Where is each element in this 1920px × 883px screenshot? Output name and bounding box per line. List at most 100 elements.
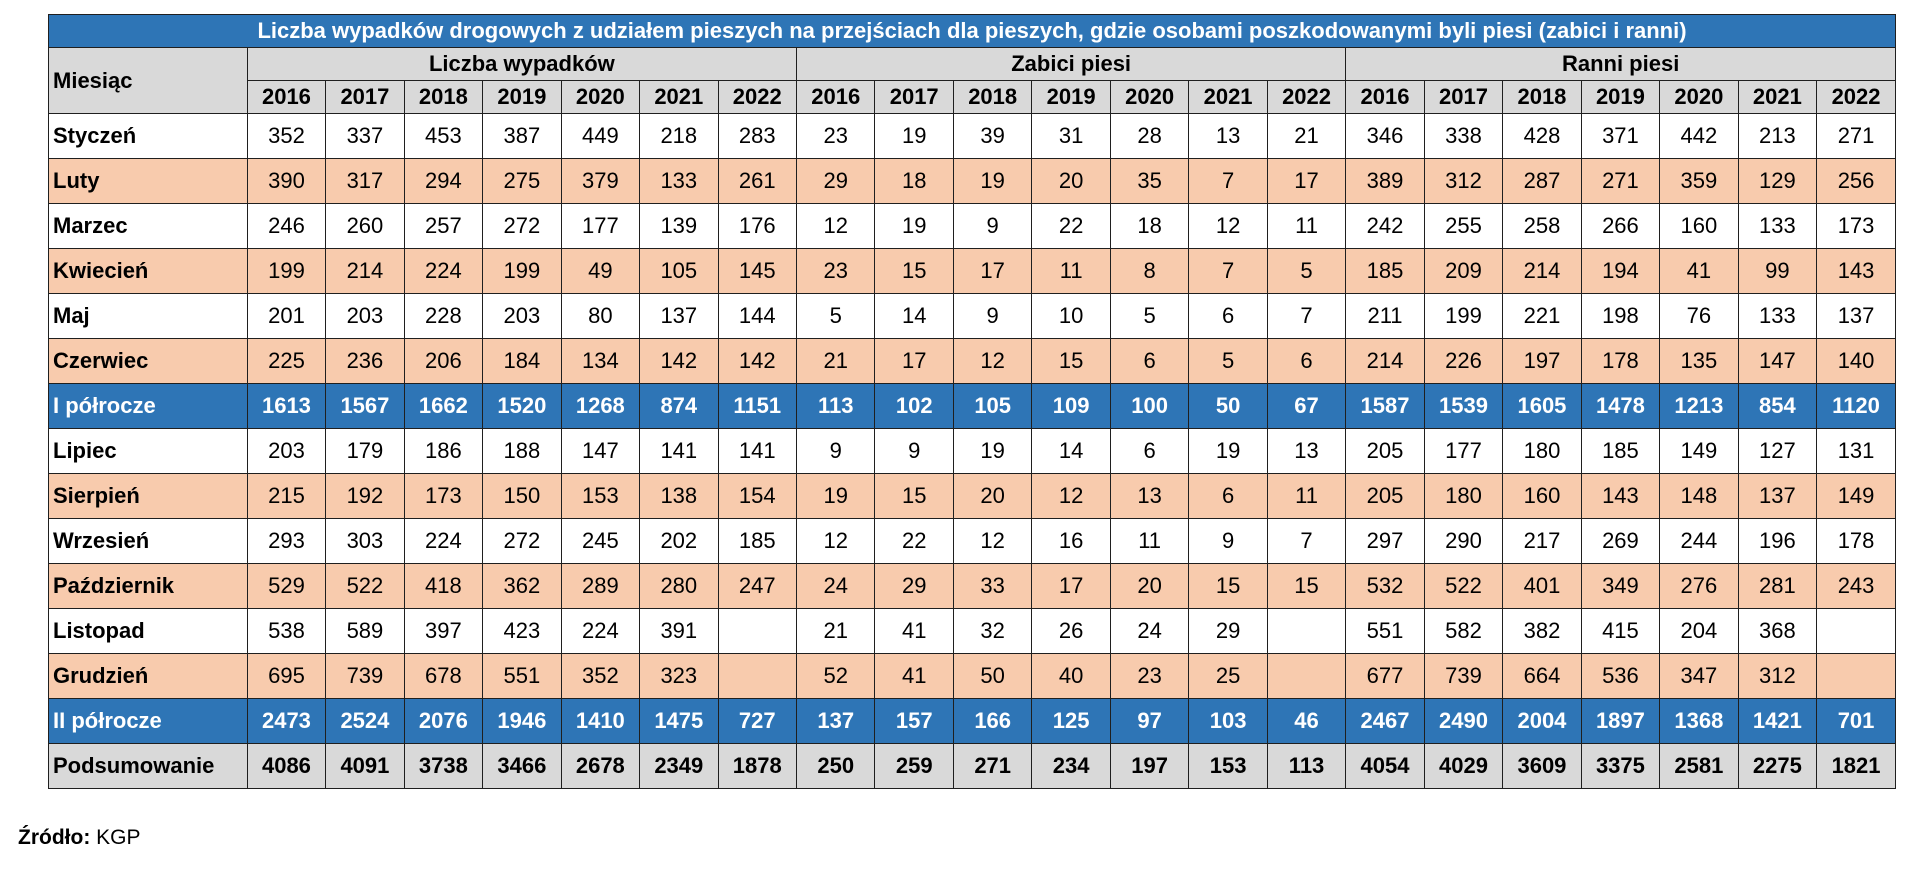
table-cell: 347	[1659, 653, 1739, 699]
year-header: 2022	[1266, 80, 1347, 114]
row-label: Grudzień	[48, 653, 248, 699]
month-column-header: Miesiąc	[48, 47, 248, 114]
table-cell: 3609	[1502, 743, 1582, 789]
table-cell: 21	[795, 608, 876, 654]
table-title-row: Liczba wypadków drogowych z udziałem pie…	[48, 14, 1896, 48]
table-cell: 19	[874, 203, 954, 249]
table-row: II półrocze 2473 2524 2076 1946 1410 1475 727 13…	[48, 698, 1896, 744]
table-cell: 52	[795, 653, 876, 699]
table-cell: 677	[1345, 653, 1425, 699]
table-cell: 113	[795, 383, 876, 429]
table-cell: 12	[952, 338, 1033, 384]
row-label: Kwiecień	[48, 248, 248, 294]
table-cell: 1421	[1737, 698, 1818, 744]
table-cell: 185	[717, 518, 798, 564]
year-header: 2019	[1580, 80, 1661, 114]
table-cell: 1946	[482, 698, 562, 744]
table-cell: 589	[325, 608, 405, 654]
row-label: Czerwiec	[48, 338, 248, 384]
table-cell: 19	[874, 113, 954, 159]
table-cell: 100	[1109, 383, 1190, 429]
table-cell: 874	[639, 383, 719, 429]
table-cell: 180	[1502, 428, 1582, 474]
table-cell: 678	[403, 653, 484, 699]
table-cell: 147	[1737, 338, 1818, 384]
table-cell: 153	[560, 473, 641, 519]
table-cell: 141	[717, 428, 798, 474]
table-cell: 379	[560, 158, 641, 204]
table-cell: 41	[874, 653, 954, 699]
row-label: Wrzesień	[48, 518, 248, 564]
row-label: Marzec	[48, 203, 248, 249]
table-cell: 17	[1031, 563, 1111, 609]
table-cell: 203	[482, 293, 562, 339]
table-cell: 150	[482, 473, 562, 519]
group-header: Zabici piesi	[795, 47, 1347, 81]
table-cell: 180	[1423, 473, 1504, 519]
table-cell: 312	[1423, 158, 1504, 204]
table-cell: 29	[1188, 608, 1268, 654]
table-cell: 352	[246, 113, 327, 159]
table-cell: 178	[1580, 338, 1661, 384]
table-row: Czerwiec 225 236 206 184 134 142 142 21 17 12 15 6 5 6…	[48, 338, 1896, 384]
table-cell: 40	[1031, 653, 1111, 699]
table-cell: 113	[1266, 743, 1347, 789]
table-cell: 243	[1816, 563, 1896, 609]
table-cell: 1410	[560, 698, 641, 744]
table-cell: 4091	[325, 743, 405, 789]
table-cell: 29	[874, 563, 954, 609]
table-cell: 20	[1109, 563, 1190, 609]
table-cell: 199	[482, 248, 562, 294]
year-header: 2017	[874, 80, 954, 114]
table-cell: 25	[1188, 653, 1268, 699]
table-cell: 203	[246, 428, 327, 474]
table-cell: 137	[1816, 293, 1896, 339]
table-cell: 149	[1659, 428, 1739, 474]
table-cell: 739	[1423, 653, 1504, 699]
table-cell: 213	[1737, 113, 1818, 159]
table-cell: 1120	[1816, 383, 1896, 429]
table-cell: 260	[325, 203, 405, 249]
table-cell: 15	[874, 473, 954, 519]
table-cell: 17	[952, 248, 1033, 294]
table-cell: 105	[639, 248, 719, 294]
table-cell: 21	[1266, 113, 1347, 159]
table-cell: 1475	[639, 698, 719, 744]
row-label: Listopad	[48, 608, 248, 654]
table-cell: 9	[795, 428, 876, 474]
table-cell: 204	[1659, 608, 1739, 654]
table-cell: 173	[1816, 203, 1896, 249]
table-cell: 205	[1345, 428, 1425, 474]
table-cell: 214	[1345, 338, 1425, 384]
table-cell: 76	[1659, 293, 1739, 339]
table-cell: 186	[403, 428, 484, 474]
table-cell: 209	[1423, 248, 1504, 294]
table-cell: 46	[1266, 698, 1347, 744]
year-header: 2021	[1188, 80, 1268, 114]
table-cell: 157	[874, 698, 954, 744]
source-label: Źródło:	[18, 826, 91, 849]
table-cell: 12	[795, 518, 876, 564]
table-cell: 418	[403, 563, 484, 609]
table-cell: 12	[1031, 473, 1111, 519]
table-cell: 12	[1188, 203, 1268, 249]
table-cell: 739	[325, 653, 405, 699]
table-cell	[1816, 653, 1896, 699]
table-cell: 97	[1109, 698, 1190, 744]
table-cell: 211	[1345, 293, 1425, 339]
table-cell: 272	[482, 518, 562, 564]
table-cell: 199	[246, 248, 327, 294]
table-cell: 1613	[246, 383, 327, 429]
table-cell: 9	[952, 293, 1033, 339]
table-cell: 179	[325, 428, 405, 474]
table-cell: 32	[952, 608, 1033, 654]
table-cell: 2467	[1345, 698, 1425, 744]
table-cell: 129	[1737, 158, 1818, 204]
table-cell: 276	[1659, 563, 1739, 609]
table-cell: 423	[482, 608, 562, 654]
table-cell: 160	[1502, 473, 1582, 519]
table-cell: 80	[560, 293, 641, 339]
table-cell: 247	[717, 563, 798, 609]
table-cell: 10	[1031, 293, 1111, 339]
table-cell: 266	[1580, 203, 1661, 249]
